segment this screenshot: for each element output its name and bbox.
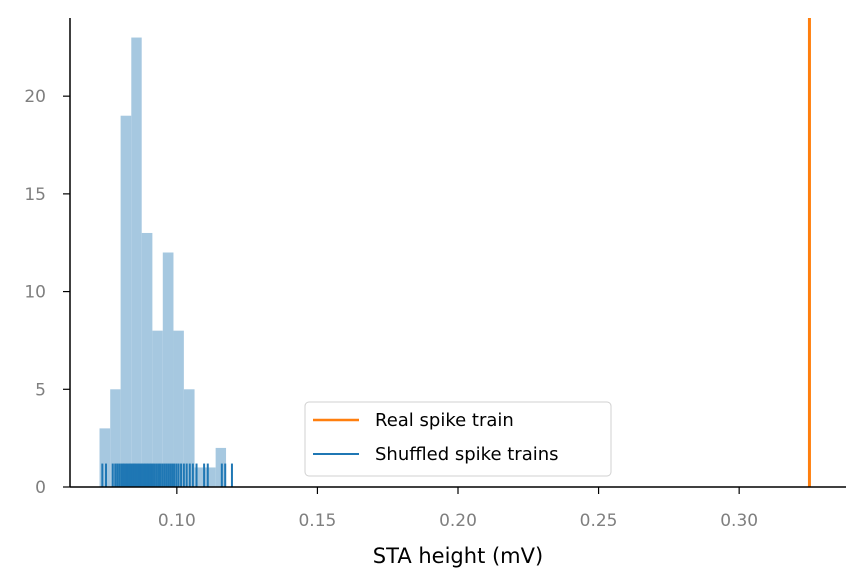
- y-tick-label: 5: [35, 380, 46, 400]
- legend-label-shuffled: Shuffled spike trains: [375, 444, 559, 465]
- histogram-bar: [183, 389, 195, 487]
- histogram-bar: [152, 330, 163, 487]
- x-tick-label: 0.30: [720, 511, 758, 531]
- y-tick-label: 15: [24, 185, 46, 205]
- histogram-bar: [173, 330, 184, 487]
- x-tick-label: 0.10: [158, 511, 196, 531]
- histogram-bar: [131, 37, 142, 488]
- x-axis-ticks: 0.10 0.15 0.20 0.25 0.30: [158, 487, 758, 531]
- histogram-bars: [99, 37, 227, 488]
- y-tick-label: 20: [24, 87, 46, 107]
- legend-box: [304, 401, 612, 477]
- y-tick-label: 0: [35, 478, 46, 498]
- histogram-bar: [162, 252, 174, 487]
- x-tick-label: 0.25: [580, 511, 618, 531]
- x-tick-label: 0.20: [439, 511, 477, 531]
- histogram-bar: [120, 115, 132, 487]
- legend-label-real: Real spike train: [375, 410, 514, 431]
- histogram-bar: [194, 467, 205, 487]
- y-tick-label: 10: [24, 283, 46, 303]
- rug-marks: [101, 463, 233, 487]
- x-tick-label: 0.15: [298, 511, 336, 531]
- histogram-bar: [204, 467, 216, 487]
- legend: Real spike train Shuffled spike trains: [304, 401, 612, 477]
- x-axis-label: STA height (mV): [373, 544, 543, 568]
- histogram-bar: [141, 232, 153, 487]
- histogram-bar: [99, 428, 111, 487]
- y-axis-ticks: 0 5 10 15 20: [24, 87, 70, 498]
- histogram-bar: [110, 389, 121, 487]
